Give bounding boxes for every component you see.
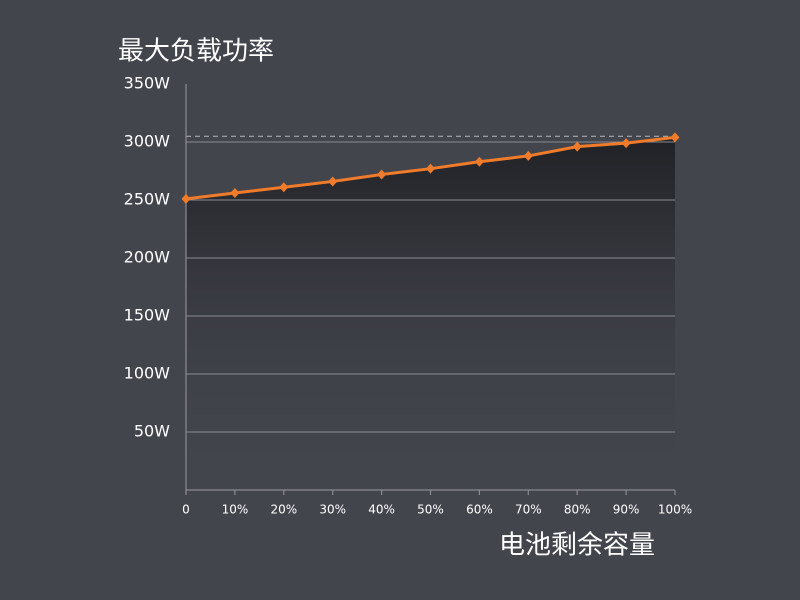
y-tick-label: 200W	[124, 248, 171, 267]
x-tick-label: 60%	[466, 503, 493, 517]
area-fill	[186, 137, 675, 491]
x-tick-label: 20%	[270, 503, 297, 517]
y-tick-label: 50W	[134, 422, 170, 441]
point	[474, 156, 484, 167]
y-tick-label: 150W	[124, 306, 171, 325]
point	[572, 141, 582, 152]
y-tick-label: 300W	[124, 132, 171, 151]
x-tick-label: 10%	[222, 503, 249, 517]
y-tick-label: 100W	[124, 364, 171, 383]
x-tick-label: 80%	[564, 503, 591, 517]
point	[230, 188, 240, 199]
y-tick-label: 250W	[124, 190, 171, 209]
chart-title: 最大负载功率	[118, 37, 274, 67]
point	[328, 176, 338, 187]
x-tick-label: 100%	[658, 503, 692, 517]
point	[523, 150, 533, 161]
point	[181, 193, 191, 204]
y-tick-label: 350W	[124, 74, 171, 93]
x-tick-label: 40%	[368, 503, 395, 517]
point	[621, 138, 631, 149]
point	[377, 169, 387, 180]
x-tick-label: 30%	[319, 503, 346, 517]
x-tick-label: 90%	[613, 503, 640, 517]
x-tick-label: 50%	[417, 503, 444, 517]
x-tick-label: 70%	[515, 503, 542, 517]
x-tick-label: 0	[182, 503, 190, 517]
point	[670, 132, 680, 143]
x-axis-label: 电池剩余容量	[499, 531, 655, 561]
point	[279, 182, 289, 193]
point	[426, 163, 435, 174]
